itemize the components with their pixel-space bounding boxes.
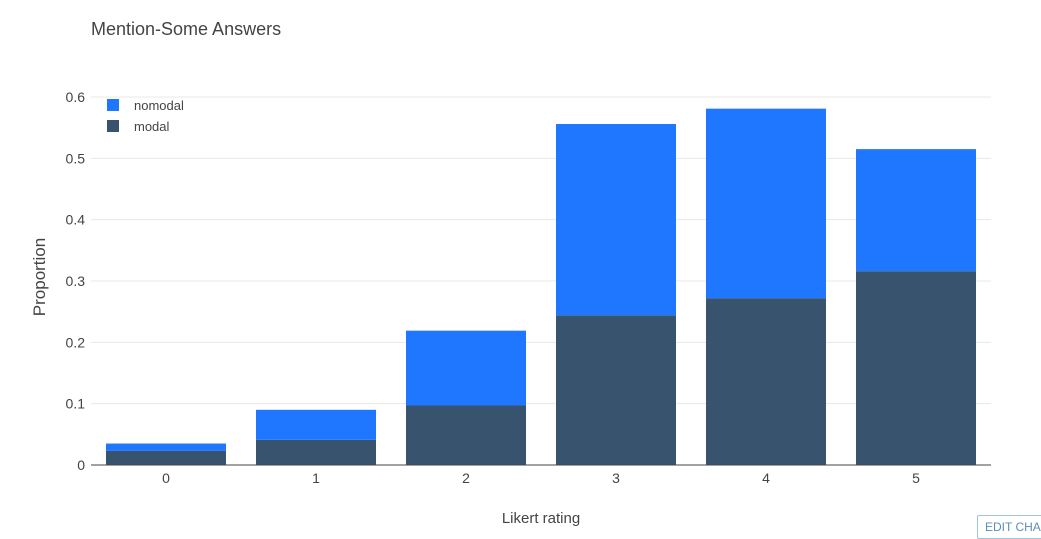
bar-modal-1 — [256, 439, 376, 465]
bar-nomodal-1 — [256, 409, 376, 440]
legend-label-nomodal: nomodal — [134, 98, 184, 113]
bar-modal-3 — [556, 315, 676, 465]
y-tick-label: 0.5 — [66, 150, 86, 166]
y-tick-label: 0.4 — [66, 212, 86, 228]
bar-modal-4 — [706, 298, 826, 465]
bar-nomodal-5 — [856, 149, 976, 272]
x-axis-ticks: 0 1 2 3 4 5 — [162, 470, 920, 486]
x-tick-label: 5 — [912, 470, 920, 486]
y-axis-label: Proportion — [30, 238, 49, 316]
legend-label-modal: modal — [134, 119, 170, 134]
bar-nomodal-4 — [706, 108, 826, 299]
x-tick-label: 2 — [462, 470, 470, 486]
bar-modal-5 — [856, 271, 976, 465]
x-axis-label: Likert rating — [502, 510, 580, 527]
chart-title: Mention-Some Answers — [91, 19, 281, 39]
legend-swatch-nomodal — [107, 99, 119, 111]
x-tick-label: 3 — [612, 470, 620, 486]
edit-chart-button[interactable]: EDIT CHA — [977, 515, 1041, 539]
y-tick-label: 0.3 — [66, 273, 86, 289]
y-tick-label: 0.1 — [66, 396, 86, 412]
gridlines — [91, 96, 991, 405]
legend-swatch-modal — [107, 120, 119, 132]
bars — [106, 108, 976, 465]
y-tick-label: 0 — [77, 457, 85, 473]
x-tick-label: 4 — [762, 470, 770, 486]
y-tick-label: 0.6 — [66, 89, 86, 105]
x-tick-label: 1 — [312, 470, 320, 486]
bar-nomodal-0 — [106, 443, 226, 451]
bar-modal-0 — [106, 450, 226, 465]
bar-modal-2 — [406, 405, 526, 465]
x-tick-label: 0 — [162, 470, 170, 486]
y-tick-label: 0.2 — [66, 334, 86, 350]
legend[interactable]: nomodal modal — [107, 98, 184, 134]
y-axis-ticks: 0 0.1 0.2 0.3 0.4 0.5 0.6 — [66, 89, 86, 473]
bar-nomodal-3 — [556, 123, 676, 316]
bar-nomodal-2 — [406, 330, 526, 406]
